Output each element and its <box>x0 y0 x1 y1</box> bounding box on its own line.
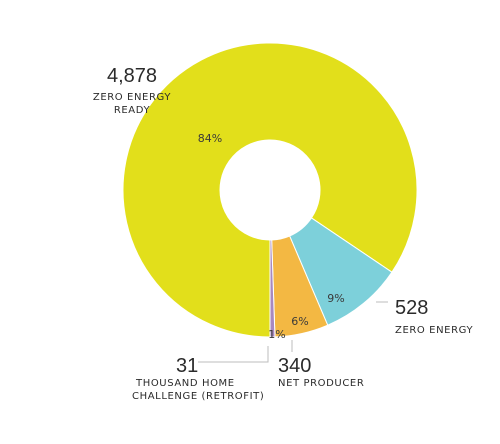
callout-zero-energy: 528 ZERO ENERGY <box>395 297 473 336</box>
percent-label-zero-energy-ready: 84% <box>198 132 222 145</box>
value-label: 31 <box>176 355 198 377</box>
value-label: 528 <box>395 297 428 319</box>
leader-line-thousand-home <box>198 346 269 363</box>
slice-thousand-home <box>269 239 276 338</box>
slice-zero-energy-ready <box>122 42 418 338</box>
category-label: READY <box>114 105 151 116</box>
category-label: NET PRODUCER <box>278 378 364 389</box>
value-label: 4,878 <box>107 65 157 87</box>
callout-zero-energy-ready: 4,878 ZERO ENERGY READY <box>93 65 171 116</box>
category-label: CHALLENGE (RETROFIT) <box>132 391 264 402</box>
percent-label-net-producer: 6% <box>291 315 308 328</box>
category-label: THOUSAND HOME <box>135 378 235 389</box>
percent-label-thousand-home: 1% <box>268 328 285 341</box>
slice-zero-energy <box>288 217 393 326</box>
percent-label-zero-energy: 9% <box>327 292 344 305</box>
value-label: 340 <box>278 355 311 377</box>
category-label: ZERO ENERGY <box>395 325 473 336</box>
category-label: ZERO ENERGY <box>93 92 171 103</box>
slice-net-producer <box>271 235 329 338</box>
